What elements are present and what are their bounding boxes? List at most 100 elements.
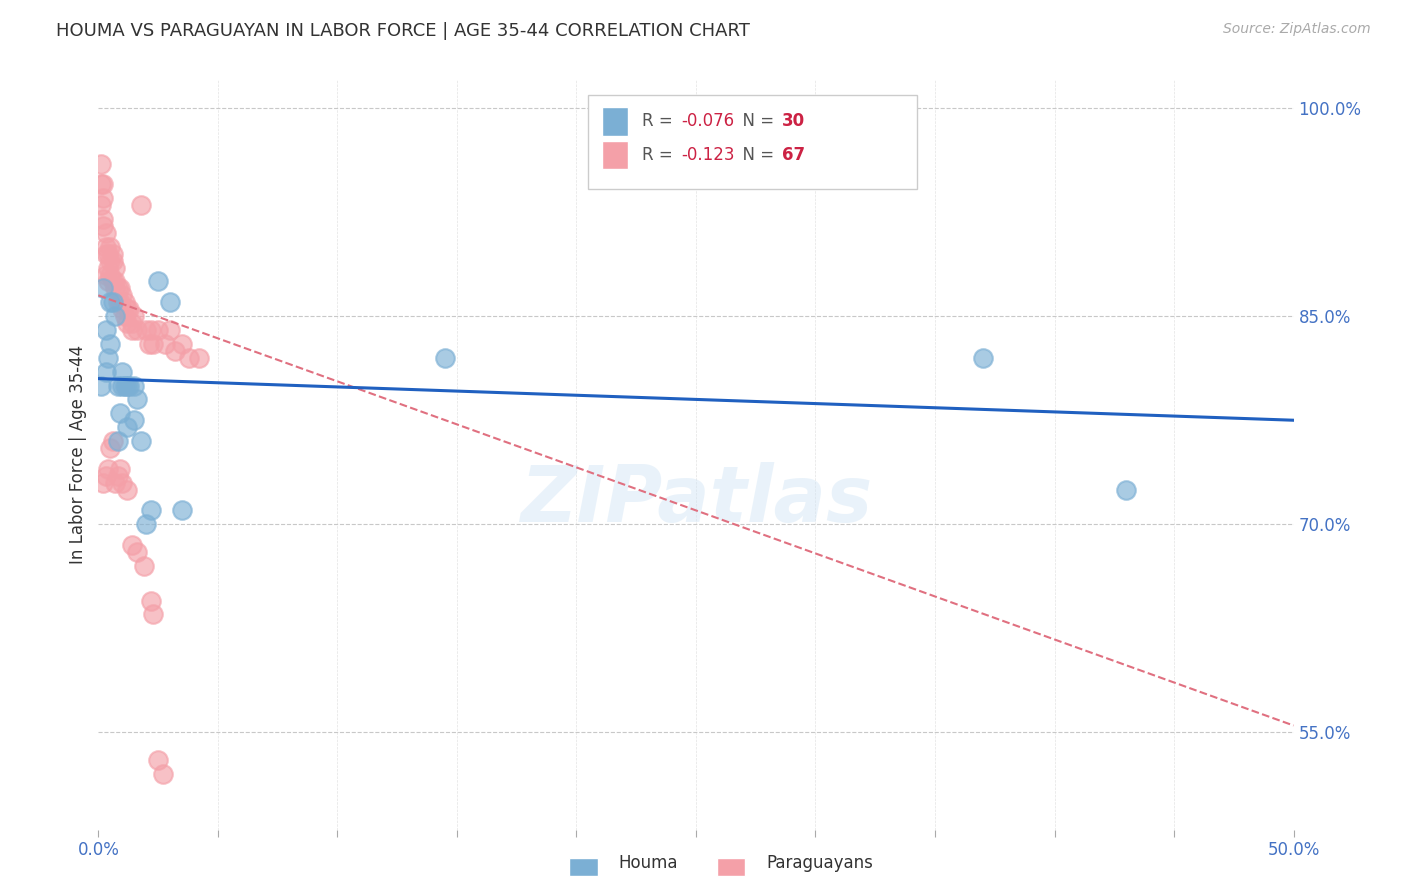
- Point: [108, 406, 131, 420]
- Point: [142, 607, 165, 622]
- Bar: [717, 858, 745, 876]
- Point: [90, 378, 112, 392]
- Point: [97, 351, 120, 365]
- Point: [107, 434, 129, 448]
- FancyBboxPatch shape: [589, 95, 917, 189]
- Point: [90, 198, 112, 212]
- Text: -0.076: -0.076: [682, 112, 735, 130]
- FancyBboxPatch shape: [602, 107, 628, 136]
- Point: [139, 503, 162, 517]
- Text: Paraguayans: Paraguayans: [766, 855, 873, 872]
- Point: [125, 323, 148, 337]
- Bar: [569, 858, 598, 876]
- Point: [131, 198, 153, 212]
- Point: [101, 434, 124, 448]
- Point: [179, 351, 201, 365]
- Text: N =: N =: [733, 112, 779, 130]
- Text: Houma: Houma: [619, 855, 678, 872]
- Point: [91, 178, 114, 192]
- Point: [148, 323, 170, 337]
- Point: [125, 545, 148, 559]
- Point: [91, 475, 114, 490]
- Point: [118, 302, 141, 317]
- Point: [90, 156, 112, 170]
- Point: [98, 240, 122, 254]
- Point: [111, 378, 134, 392]
- Point: [124, 413, 146, 427]
- Point: [107, 378, 129, 392]
- Point: [187, 351, 209, 365]
- Point: [138, 337, 160, 351]
- Point: [172, 337, 194, 351]
- Point: [94, 365, 117, 379]
- Point: [115, 420, 138, 434]
- Point: [91, 212, 114, 227]
- Point: [111, 475, 134, 490]
- Point: [94, 323, 117, 337]
- Point: [139, 593, 162, 607]
- Point: [107, 281, 129, 295]
- Point: [124, 309, 146, 323]
- FancyBboxPatch shape: [602, 141, 628, 169]
- Point: [115, 378, 138, 392]
- Point: [111, 365, 134, 379]
- Point: [135, 517, 157, 532]
- Point: [97, 246, 120, 260]
- Text: 67: 67: [782, 146, 806, 164]
- Point: [104, 281, 127, 295]
- Point: [115, 483, 138, 497]
- Point: [91, 219, 114, 233]
- Point: [132, 558, 155, 573]
- Point: [97, 275, 120, 289]
- Text: -0.123: -0.123: [682, 146, 735, 164]
- Point: [98, 337, 122, 351]
- Point: [131, 434, 153, 448]
- Point: [148, 275, 170, 289]
- Point: [155, 337, 177, 351]
- Point: [91, 191, 114, 205]
- Point: [98, 268, 122, 282]
- Point: [104, 260, 127, 275]
- Text: 30: 30: [782, 112, 806, 130]
- Text: R =: R =: [643, 146, 678, 164]
- Point: [121, 323, 143, 337]
- Point: [142, 337, 165, 351]
- Point: [114, 378, 136, 392]
- Point: [124, 378, 146, 392]
- Point: [118, 378, 141, 392]
- Point: [111, 288, 134, 302]
- Point: [94, 246, 117, 260]
- Point: [108, 281, 131, 295]
- Point: [159, 295, 181, 310]
- Point: [121, 316, 143, 330]
- Point: [108, 462, 131, 476]
- Point: [94, 240, 117, 254]
- Point: [91, 281, 114, 295]
- Text: ZIPatlas: ZIPatlas: [520, 462, 872, 538]
- Point: [94, 226, 117, 240]
- Point: [98, 253, 122, 268]
- Point: [98, 295, 122, 310]
- Point: [135, 323, 157, 337]
- Point: [159, 323, 181, 337]
- Point: [101, 275, 124, 289]
- Point: [101, 246, 124, 260]
- Point: [114, 295, 136, 310]
- Point: [97, 260, 120, 275]
- Point: [101, 253, 124, 268]
- Point: [98, 441, 122, 455]
- Point: [94, 468, 117, 483]
- Point: [115, 316, 138, 330]
- Point: [114, 309, 136, 323]
- Point: [139, 323, 162, 337]
- Point: [101, 295, 124, 310]
- Point: [107, 468, 129, 483]
- Point: [90, 178, 112, 192]
- Point: [111, 302, 134, 317]
- Text: R =: R =: [643, 112, 678, 130]
- Point: [104, 475, 127, 490]
- Point: [434, 351, 457, 365]
- Text: HOUMA VS PARAGUAYAN IN LABOR FORCE | AGE 35-44 CORRELATION CHART: HOUMA VS PARAGUAYAN IN LABOR FORCE | AGE…: [56, 22, 751, 40]
- Point: [1115, 483, 1137, 497]
- Point: [148, 753, 170, 767]
